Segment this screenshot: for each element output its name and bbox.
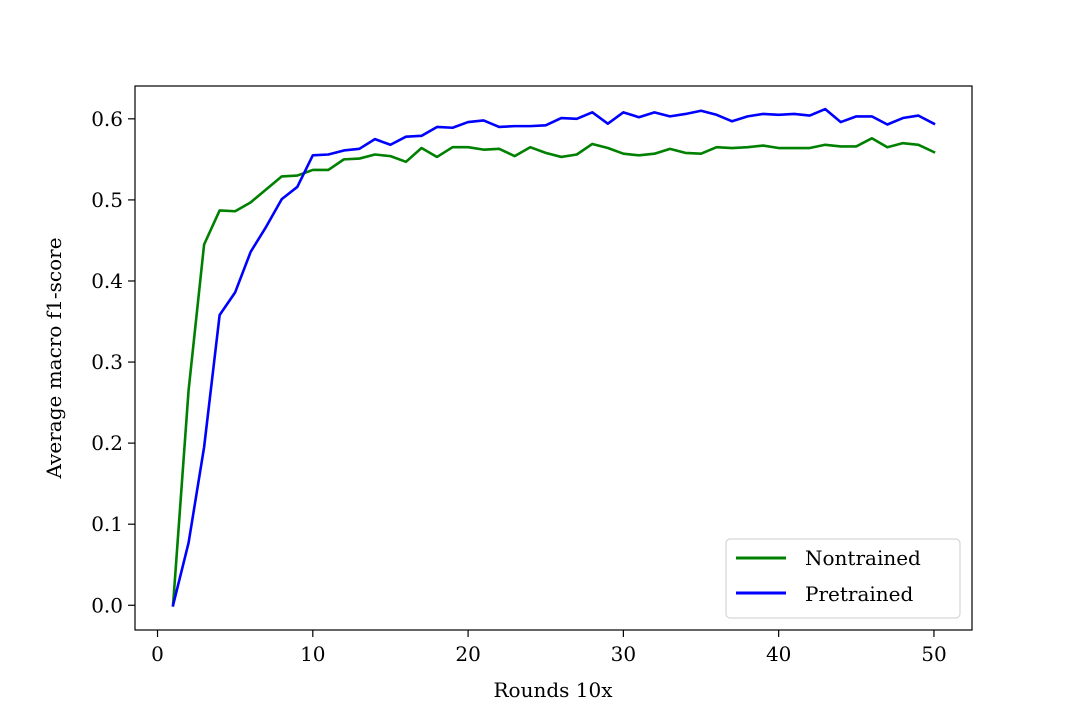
y-tick-label: 0.0	[91, 593, 123, 617]
y-tick-label: 0.4	[91, 269, 123, 293]
y-axis-title: Average macro f1-score	[42, 237, 66, 479]
x-tick-label: 10	[300, 642, 325, 666]
legend-label-nontrained: Nontrained	[805, 546, 921, 570]
x-tick-label: 40	[766, 642, 791, 666]
x-axis-ticks: 0 10 20 30 40 50	[151, 630, 947, 666]
y-axis-ticks: 0.0 0.1 0.2 0.3 0.4 0.5 0.6	[91, 107, 135, 617]
y-tick-label: 0.5	[91, 188, 123, 212]
x-tick-label: 20	[455, 642, 480, 666]
y-tick-label: 0.1	[91, 512, 123, 536]
legend: Nontrained Pretrained	[725, 538, 961, 619]
y-tick-label: 0.2	[91, 431, 123, 455]
plot-area-frame	[134, 85, 973, 631]
x-tick-label: 30	[611, 642, 636, 666]
series-lines	[171, 107, 936, 607]
series-line-pretrained	[171, 107, 936, 607]
x-tick-label: 0	[151, 642, 164, 666]
series-line-nontrained	[171, 136, 936, 607]
x-tick-label: 50	[921, 642, 946, 666]
x-axis-title: Rounds 10x	[493, 678, 613, 702]
y-tick-label: 0.3	[91, 350, 123, 374]
legend-label-pretrained: Pretrained	[805, 582, 913, 606]
y-tick-label: 0.6	[91, 107, 123, 131]
